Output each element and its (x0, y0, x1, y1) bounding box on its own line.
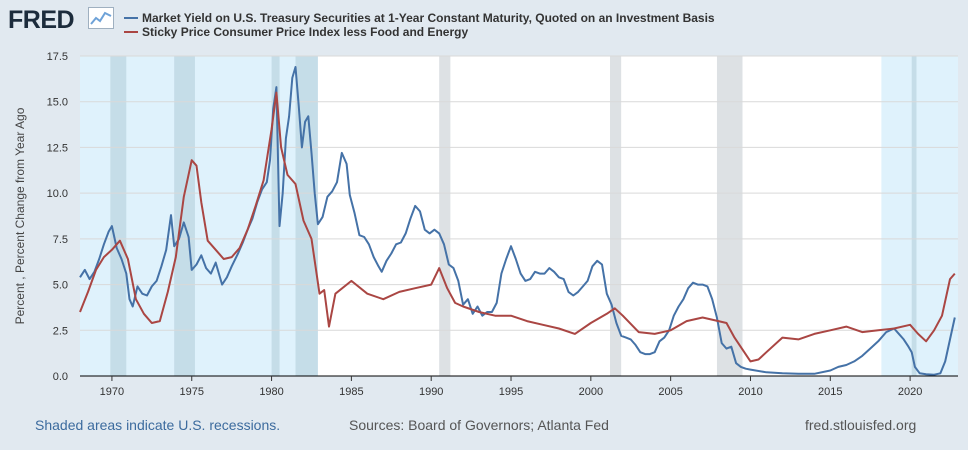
x-tick-label: 1970 (100, 386, 124, 398)
legend-item-treasury-yield[interactable]: Market Yield on U.S. Treasury Securities… (124, 11, 715, 25)
series-line-sticky-cpi (79, 91, 956, 363)
sources-text: Sources: Board of Governors; Atlanta Fed (349, 417, 609, 433)
y-tick-label: 12.5 (47, 142, 68, 154)
legend-item-sticky-cpi[interactable]: Sticky Price Consumer Price Index less F… (124, 25, 715, 39)
x-tick-label: 1980 (259, 386, 283, 398)
legend-swatch-sticky-cpi (124, 31, 138, 33)
recession-band-0 (110, 56, 127, 376)
x-tick-label: 1990 (419, 386, 443, 398)
x-tick-label: 2015 (818, 386, 842, 398)
x-tick-label: 2000 (579, 386, 603, 398)
y-tick-label: 15.0 (47, 97, 68, 109)
x-tick-label: 1985 (339, 386, 363, 398)
y-tick-label: 0.0 (53, 371, 68, 383)
y-tick-label: 17.5 (47, 51, 68, 63)
line-chart-icon (88, 7, 114, 29)
x-tick-label: 1995 (499, 386, 523, 398)
recession-band-7 (911, 56, 917, 376)
x-tick-label: 2010 (738, 386, 762, 398)
recession-band-4 (439, 56, 451, 376)
y-tick-label: 7.5 (53, 234, 68, 246)
highlight-band-1 (881, 56, 958, 376)
fred-logo[interactable]: FRED (8, 6, 75, 34)
x-tick-label: 2020 (898, 386, 922, 398)
series-line-treasury-yield (79, 66, 956, 376)
recession-band-5 (609, 56, 622, 376)
legend-label-treasury-yield: Market Yield on U.S. Treasury Securities… (142, 11, 715, 25)
legend-swatch-treasury-yield (124, 17, 138, 19)
recession-note: Shaded areas indicate U.S. recessions. (35, 417, 281, 433)
y-tick-label: 10.0 (47, 188, 68, 200)
legend-label-sticky-cpi: Sticky Price Consumer Price Index less F… (142, 25, 469, 39)
x-tick-label: 1975 (180, 386, 204, 398)
chart-legend: Market Yield on U.S. Treasury Securities… (124, 11, 715, 39)
fred-url-link[interactable]: fred.stlouisfed.org (805, 417, 917, 433)
y-tick-label: 2.5 (53, 325, 68, 337)
recession-band-1 (174, 56, 195, 376)
y-tick-label: 5.0 (53, 280, 68, 292)
x-tick-label: 2005 (658, 386, 682, 398)
recession-band-2 (271, 56, 280, 376)
